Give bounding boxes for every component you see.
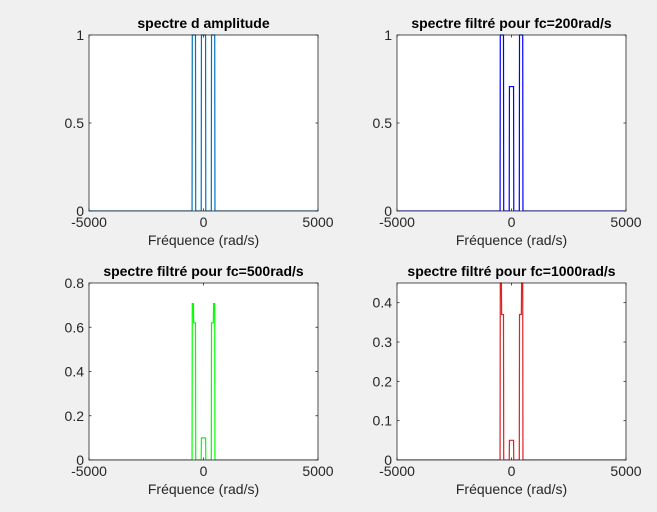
y-tick-label-1-2: 0.5: [65, 115, 85, 131]
y-tick-label-2-1: 0: [384, 203, 392, 219]
x-tick-label-1-3: 5000: [302, 214, 333, 230]
y-tick-label-1-1: 0: [76, 203, 84, 219]
x-tick-label-1-1: -5000: [71, 214, 107, 230]
y-tick-label-3-5: 0.8: [65, 275, 85, 291]
chart-title-4: spectre filtré pour fc=1000rad/s: [407, 263, 615, 279]
chart-title-3: spectre filtré pour fc=500rad/s: [103, 263, 304, 279]
x-tick-label-2-2: 0: [508, 214, 516, 230]
y-tick-label-4-4: 0.3: [373, 334, 393, 350]
y-tick-label-4-3: 0.2: [373, 373, 393, 389]
x-tick-label-4-1: -5000: [379, 463, 415, 479]
y-tick-label-4-2: 0.1: [373, 413, 393, 429]
x-tick-label-3-3: 5000: [302, 463, 333, 479]
y-tick-label-3-1: 0: [76, 452, 84, 468]
x-tick-label-1-2: 0: [200, 214, 208, 230]
x-tick-label-4-2: 0: [508, 463, 516, 479]
x-axis-label-3: Fréquence (rad/s): [148, 481, 259, 497]
axes-background-4: [397, 283, 626, 460]
axes-background-1: [89, 35, 318, 211]
x-tick-label-3-2: 0: [200, 463, 208, 479]
x-tick-label-3-1: -5000: [71, 463, 107, 479]
x-axis-label-4: Fréquence (rad/s): [456, 481, 567, 497]
y-tick-label-2-3: 1: [384, 27, 392, 43]
axes-background-2: [397, 35, 626, 211]
x-tick-label-2-1: -5000: [379, 214, 415, 230]
y-tick-label-4-5: 0.4: [373, 295, 393, 311]
y-tick-label-3-3: 0.4: [65, 364, 85, 380]
series-line-3-1: [89, 302, 318, 460]
chart-title-1: spectre d amplitude: [137, 15, 269, 31]
y-tick-label-4-1: 0: [384, 452, 392, 468]
y-tick-label-3-2: 0.2: [65, 408, 85, 424]
x-axis-label-1: Fréquence (rad/s): [148, 232, 259, 248]
x-tick-label-4-3: 5000: [610, 463, 641, 479]
x-axis-label-2: Fréquence (rad/s): [456, 232, 567, 248]
y-tick-label-3-4: 0.6: [65, 319, 85, 335]
y-tick-label-2-2: 0.5: [373, 115, 393, 131]
axes-background-3: [89, 283, 318, 460]
x-tick-label-2-3: 5000: [610, 214, 641, 230]
y-tick-label-1-3: 1: [76, 27, 84, 43]
chart-title-2: spectre filtré pour fc=200rad/s: [411, 15, 612, 31]
